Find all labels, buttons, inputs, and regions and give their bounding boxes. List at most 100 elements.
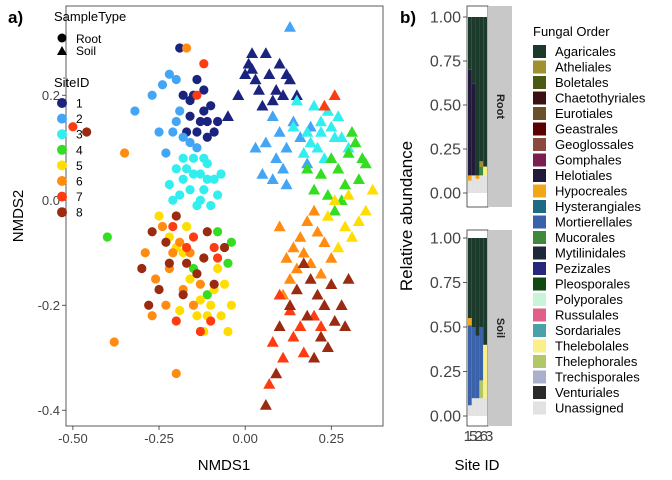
- soil-sample-point: [256, 168, 269, 179]
- soil-sample-point: [332, 162, 345, 174]
- nmds-plot-frame: [65, 5, 384, 427]
- abundance-segment: [483, 398, 487, 416]
- root-sample-point: [137, 263, 147, 274]
- order-legend-swatch: [533, 277, 546, 291]
- nmds-points: [68, 21, 379, 410]
- soil-sample-point: [294, 131, 307, 143]
- root-sample-point: [209, 127, 219, 137]
- panel-a-label: a): [8, 8, 23, 27]
- facet-strip: [488, 6, 512, 207]
- soil-sample-point: [342, 147, 355, 158]
- soil-sample-point: [308, 204, 321, 216]
- order-legend-swatch: [533, 401, 546, 415]
- soil-sample-point: [249, 141, 262, 153]
- root-sample-point: [202, 132, 212, 142]
- soil-sample-point: [277, 351, 290, 363]
- abundance-segment: [468, 238, 472, 319]
- order-legend-label: Unassigned: [555, 401, 624, 416]
- root-sample-point: [164, 69, 174, 79]
- soil-sample-point: [301, 309, 314, 321]
- soil-sample-point: [342, 189, 355, 200]
- order-legend-swatch: [533, 370, 546, 384]
- soil-sample-point: [283, 299, 296, 311]
- soil-sample-point: [290, 283, 303, 295]
- root-sample-point: [102, 232, 112, 242]
- soil-sample-point: [273, 320, 286, 332]
- soil-sample-point: [280, 141, 293, 153]
- order-legend-swatch: [533, 45, 546, 58]
- nmds-axes: -0.50 -0.25 0.00 0.25 -0.4 -0.2 0.0 0.2: [38, 88, 344, 446]
- soil-sample-point: [325, 252, 338, 263]
- root-sample-point: [192, 74, 202, 85]
- root-sample-point: [68, 122, 78, 132]
- root-sample-point: [154, 211, 164, 221]
- root-sample-point: [226, 237, 236, 247]
- abundance-segment: [471, 17, 476, 84]
- root-sample-point: [157, 80, 168, 90]
- root-sample-point: [168, 248, 178, 258]
- root-sample-point: [188, 153, 199, 163]
- root-sample-point: [209, 279, 219, 289]
- abundance-tick-label: 1.00: [430, 10, 461, 27]
- order-legend-swatch: [533, 107, 546, 120]
- root-sample-point: [199, 106, 209, 116]
- root-sample-point: [171, 164, 181, 174]
- soil-sample-point: [325, 278, 338, 290]
- site-legend-key: [57, 207, 67, 218]
- soil-sample-point: [352, 173, 365, 185]
- order-legend-label: Thelephorales: [555, 354, 638, 369]
- abundance-tick-label: 0.50: [430, 320, 461, 337]
- abundance-segment: [475, 178, 480, 193]
- order-legend-swatch: [533, 76, 546, 89]
- root-sample-point: [147, 90, 157, 100]
- soil-sample-point: [349, 136, 362, 148]
- root-sample-point: [192, 90, 202, 100]
- root-sample-point: [171, 316, 181, 326]
- legend-soil-key: [57, 46, 67, 55]
- soil-sample-point: [283, 21, 296, 32]
- soil-sample-point: [294, 231, 307, 242]
- site-legend-label: 2: [76, 112, 83, 126]
- soil-sample-point: [277, 89, 290, 101]
- root-sample-point: [171, 74, 181, 85]
- soil-sample-point: [266, 110, 279, 122]
- soil-sample-point: [239, 68, 252, 80]
- order-legend-label: Eurotiales: [555, 106, 613, 121]
- soil-sample-point: [270, 84, 283, 95]
- abundance-segment: [468, 180, 472, 193]
- root-sample-point: [157, 221, 168, 232]
- root-sample-point: [213, 190, 223, 200]
- root-sample-point: [195, 279, 205, 289]
- root-sample-point: [213, 116, 223, 127]
- root-sample-point: [195, 169, 205, 179]
- abundance-segment: [479, 175, 484, 193]
- abundance-tick-label: 0.00: [430, 409, 461, 426]
- soil-sample-point: [318, 99, 331, 111]
- root-sample-point: [164, 258, 174, 268]
- soil-sample-point: [345, 231, 358, 242]
- soil-sample-point: [314, 126, 327, 137]
- abundance-stacks: [468, 17, 487, 416]
- soil-sample-point: [308, 99, 321, 111]
- root-sample-point: [171, 211, 181, 221]
- root-sample-point: [195, 116, 205, 127]
- order-legend-label: Helotiales: [555, 168, 613, 183]
- abundance-tick-label: 0.75: [430, 54, 461, 71]
- root-sample-point: [175, 237, 185, 247]
- soil-sample-point: [311, 141, 324, 153]
- abundance-segment: [468, 405, 472, 416]
- root-sample-point: [140, 248, 150, 258]
- order-legend-swatch: [533, 293, 546, 306]
- abundance-segment: [483, 166, 487, 176]
- soil-sample-point: [259, 399, 272, 410]
- soil-sample-point: [277, 162, 290, 174]
- root-sample-point: [223, 326, 233, 337]
- abundance-segment: [475, 335, 480, 399]
- soil-sample-point: [339, 178, 352, 190]
- soil-sample-point: [273, 126, 286, 137]
- root-sample-point: [213, 253, 223, 263]
- legend-root-key: [57, 33, 67, 43]
- root-sample-point: [216, 311, 226, 321]
- soil-sample-point: [301, 162, 314, 174]
- panel-b-label: b): [400, 8, 416, 27]
